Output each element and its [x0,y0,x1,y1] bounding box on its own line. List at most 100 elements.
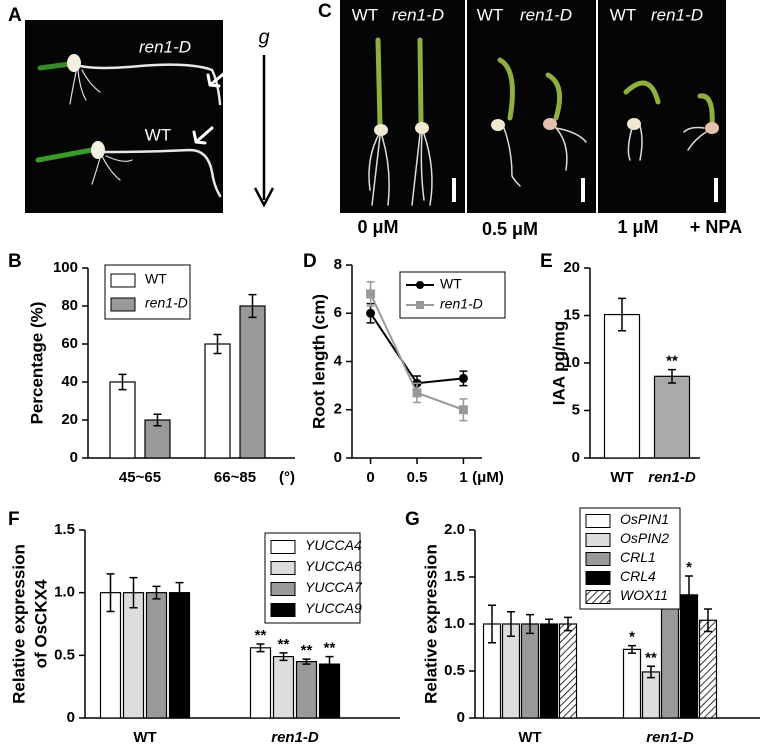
error-bar [302,658,311,665]
bar [539,623,559,719]
legend-label: CRL1 [620,549,656,565]
significance-label: ** [301,642,313,659]
axes: 0 20 40 60 80 100 Percentage (%) B [8,251,295,466]
y-tick-label: 1.0 [444,615,465,632]
legend: OsPIN1 OsPIN2 CRL1 CRL4 WOX11 [579,507,681,610]
y-tick-label: 0 [334,449,342,466]
y-tick-label: 2.0 [444,521,465,538]
gravity-arrow [253,55,275,208]
legend: WT ren1-D [399,271,506,319]
x-unit-label: (μM) [472,469,504,486]
treatment-label: + NPA [690,217,742,237]
axes: 0 0.5 1.0 1.5 Relative expression of OsCKX4 F [8,509,400,726]
y-tick-label: 8 [334,256,342,273]
photo-label: WT [610,5,636,24]
bar [501,623,521,719]
x-tick-label: ren1-D [648,469,696,486]
bar [109,381,136,459]
error-bar [279,652,288,662]
gravity-label: g [258,26,269,48]
y-tick-label: 1.5 [444,568,465,585]
error-bar [704,608,712,633]
legend-box [399,271,506,319]
bar [249,647,272,719]
panel-letter: A [8,5,22,26]
error-bar [668,368,676,384]
photo-label: WT [145,125,171,144]
error-bar [153,413,162,427]
lines: 0 0.5 1 (μM) [366,281,504,486]
error-bar [256,643,265,653]
marker [366,308,376,318]
significance-label: ** [255,627,267,644]
legend-label: YUCCA6 [305,558,362,574]
y-axis-label: Percentage (%) [27,302,46,425]
legend-label: OsPIN2 [620,530,669,546]
legend-swatch [585,571,611,585]
y-tick-label: 4 [334,352,343,369]
photo-label: ren1-D [520,5,572,24]
legend-swatch [270,540,296,554]
condition-label: 0.5 μM [482,219,538,239]
seedling-illustration [35,54,228,198]
legend-swatch [270,603,296,617]
photo-label: WT [477,5,503,24]
y-tick-label: 0 [572,449,580,466]
error-bar [628,644,636,654]
photo-label: WT [352,5,378,24]
legend-swatch [585,533,611,547]
legend-label: CRL4 [620,568,656,584]
legend-swatch [585,514,611,528]
legend-swatch [270,561,296,575]
error-bar [545,618,553,630]
marker [458,373,468,383]
bars: WT ren1-D ** [603,297,696,486]
error-bar [129,576,138,609]
y-axis-label: of OsCKX4 [31,579,50,668]
y-tick-label: 2 [334,401,342,418]
y-axis-label: Relative expression [421,544,440,704]
legend-marker [416,301,424,309]
error-bar [488,604,496,644]
y-tick-label: 100 [53,259,78,276]
error-bar [507,611,515,637]
error-bar [685,575,693,615]
significance-label: * [629,629,635,646]
legend-label: OsPIN1 [620,511,669,527]
legend-label: WT [145,271,167,287]
bar [653,375,691,459]
y-tick-label: 0.5 [444,662,465,679]
error-bar [248,293,257,319]
legend-swatch [110,273,136,288]
x-unit-label: (°) [279,469,295,486]
error-bar [106,573,115,613]
bar [698,619,718,719]
bar [168,592,191,719]
legend-label: YUCCA7 [305,579,363,595]
bars: 45~65 66~85 (°) [109,293,295,486]
error-bar [118,373,127,391]
photo-label: ren1-D [651,5,703,24]
photo-label: ren1-D [392,5,444,24]
significance-label: ** [645,649,657,666]
axes: 0 2 4 6 8 Root length (cm) D [303,251,482,466]
condition-label: 0 μM [357,217,398,237]
legend-swatch [585,590,611,604]
bar [295,660,318,719]
bar [272,655,295,719]
error-bar [213,333,222,355]
y-tick-label: 0 [457,709,465,726]
significance-label: ** [666,353,678,370]
y-axis-label: IAA pg/mg [549,321,568,405]
x-tick-label: 66~85 [214,469,256,486]
y-tick-label: 5 [572,401,580,418]
legend-label: WOX11 [620,587,668,603]
bar [603,313,641,459]
y-tick-label: 20 [61,411,78,428]
legend-label: YUCCA4 [305,537,362,553]
significance-label: ** [278,636,290,653]
bar [204,343,231,459]
photos [340,0,726,213]
